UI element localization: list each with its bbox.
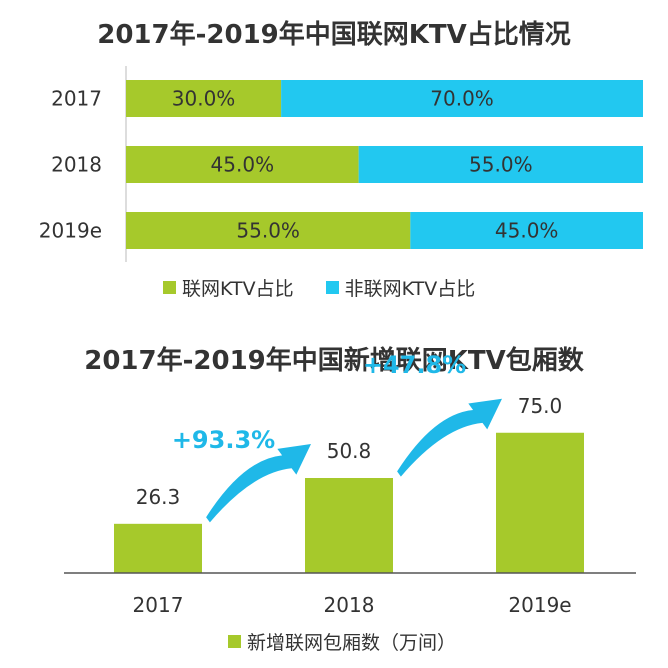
growth-arrow: [397, 398, 502, 477]
chart1-bar-non-networked: [410, 212, 643, 249]
chart1-category-label: 2018: [51, 153, 102, 177]
chart2-value-label: 50.8: [327, 439, 372, 463]
chart1-bar-label: 70.0%: [430, 87, 494, 111]
chart2-category-label: 2018: [324, 593, 375, 617]
chart1-bar-non-networked: [358, 146, 643, 183]
legend-item-non-networked: 非联网KTV占比: [325, 278, 476, 300]
chart1-bar-networked: [126, 212, 411, 249]
legend-swatch-new-rooms: [228, 635, 241, 648]
chart2-bar: [305, 478, 393, 573]
legend-label-networked: 联网KTV占比: [182, 278, 294, 300]
chart1-plot: 2017 30.0% 70.0% 2018 45.0% 55.0% 2019e 55.0% 45…: [39, 66, 643, 262]
chart1-legend: 联网KTV占比 非联网KTV占比: [163, 274, 501, 301]
chart1-category-label: 2019e: [39, 219, 102, 243]
chart2-value-label: 26.3: [136, 485, 181, 509]
chart1-bar-networked: [126, 80, 282, 117]
chart1-bar-label: 45.0%: [211, 153, 275, 177]
growth-arrow: [206, 444, 311, 523]
chart2-bar: [114, 523, 202, 573]
chart2-value-label: 75.0: [518, 394, 563, 418]
chart1-bar-non-networked: [281, 80, 643, 117]
chart2-title: 2017年-2019年中国新增联网KTV包厢数: [84, 346, 584, 376]
chart1-bar-label: 45.0%: [495, 219, 559, 243]
legend-item-networked: 联网KTV占比: [163, 278, 294, 300]
chart1-bar-label: 30.0%: [172, 87, 236, 111]
chart2-legend: 新增联网包厢数（万间）: [228, 628, 456, 655]
chart2-category-label: 2019e: [508, 593, 571, 617]
legend-label-non-networked: 非联网KTV占比: [344, 278, 476, 300]
chart1-bar-networked: [126, 146, 359, 183]
chart1-bar-label: 55.0%: [469, 153, 533, 177]
chart1-bar-label: 55.0%: [236, 219, 300, 243]
chart2-growth-label: +47.8%: [363, 351, 466, 379]
chart2-bar: [496, 432, 584, 573]
legend-swatch-networked: [163, 281, 176, 294]
chart1-category-label: 2017: [51, 87, 102, 111]
chart1-title: 2017年-2019年中国联网KTV占比情况: [97, 20, 571, 50]
chart2-growth-label: +93.3%: [172, 426, 275, 454]
chart2-category-label: 2017: [133, 593, 184, 617]
legend-label-new-rooms: 新增联网包厢数（万间）: [247, 632, 457, 654]
legend-swatch-non-networked: [325, 281, 339, 294]
